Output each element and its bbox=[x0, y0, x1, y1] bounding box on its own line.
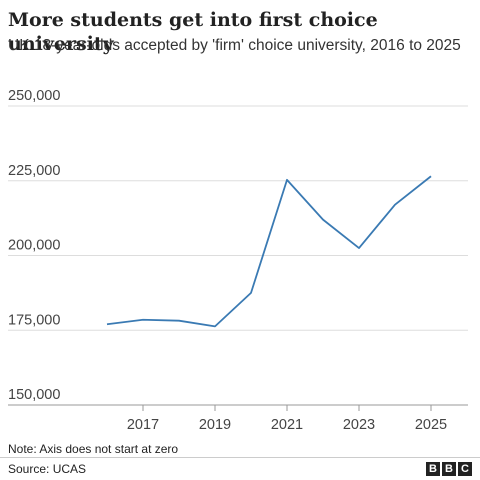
note: Note: Axis does not start at zero bbox=[8, 442, 179, 456]
footer-rule bbox=[0, 457, 480, 458]
chart: 150,000 175,000 200,000 225,000 250,000 2017 2… bbox=[8, 88, 468, 433]
x-tick-label: 2025 bbox=[415, 417, 447, 433]
chart-subtitle: UK 18-year-olds accepted by 'firm' choic… bbox=[8, 37, 461, 54]
logo-letter: C bbox=[458, 462, 472, 476]
x-tick-label: 2019 bbox=[199, 417, 231, 433]
y-tick-label: 175,000 bbox=[8, 312, 60, 328]
x-tick-label: 2023 bbox=[343, 417, 375, 433]
logo-letter: B bbox=[426, 462, 440, 476]
series-line bbox=[106, 175, 432, 328]
logo-letter: B bbox=[442, 462, 456, 476]
chart-title: More students get into first choice univ… bbox=[8, 9, 378, 55]
x-tick-label: 2017 bbox=[127, 417, 159, 433]
x-tick-label: 2021 bbox=[271, 417, 303, 433]
y-tick-label: 150,000 bbox=[8, 387, 60, 403]
y-tick-label: 250,000 bbox=[8, 88, 60, 104]
source: Source: UCAS bbox=[8, 462, 87, 476]
y-tick-label: 225,000 bbox=[8, 163, 60, 179]
y-tick-label: 200,000 bbox=[8, 238, 60, 254]
